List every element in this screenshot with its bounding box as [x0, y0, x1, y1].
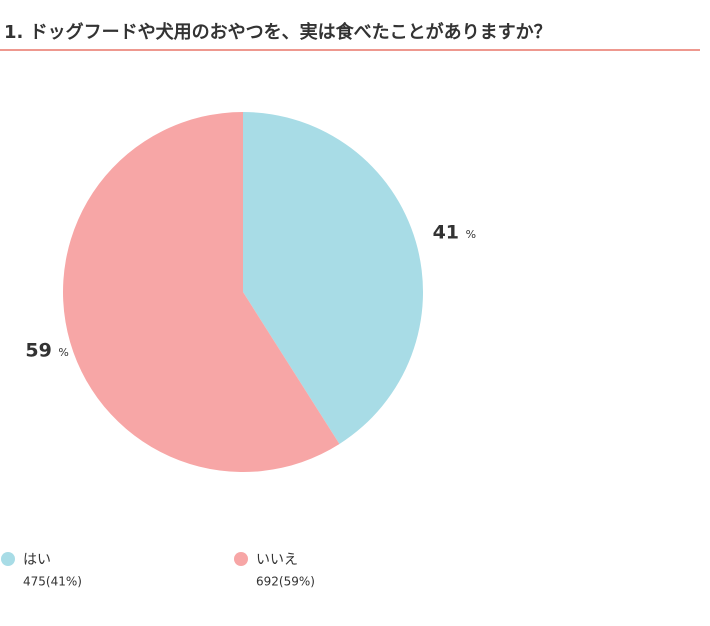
legend-label: いいえ	[256, 552, 298, 568]
legend-swatch	[1, 552, 15, 566]
pie-slice	[63, 112, 340, 472]
legend-detail: 475(41%)	[23, 575, 82, 589]
data-label-unit: %	[466, 228, 476, 241]
legend-detail: 692(59%)	[256, 575, 315, 589]
data-label: 41	[433, 221, 459, 243]
chart-title: 1. ドッグフードや犬用のおやつを、実は食べたことがありますか？	[4, 21, 552, 43]
legend-label: はい	[23, 552, 51, 568]
legend-swatch	[234, 552, 248, 566]
data-label: 59	[25, 340, 51, 362]
data-label-unit: %	[58, 346, 68, 359]
pie-slice	[243, 112, 424, 444]
